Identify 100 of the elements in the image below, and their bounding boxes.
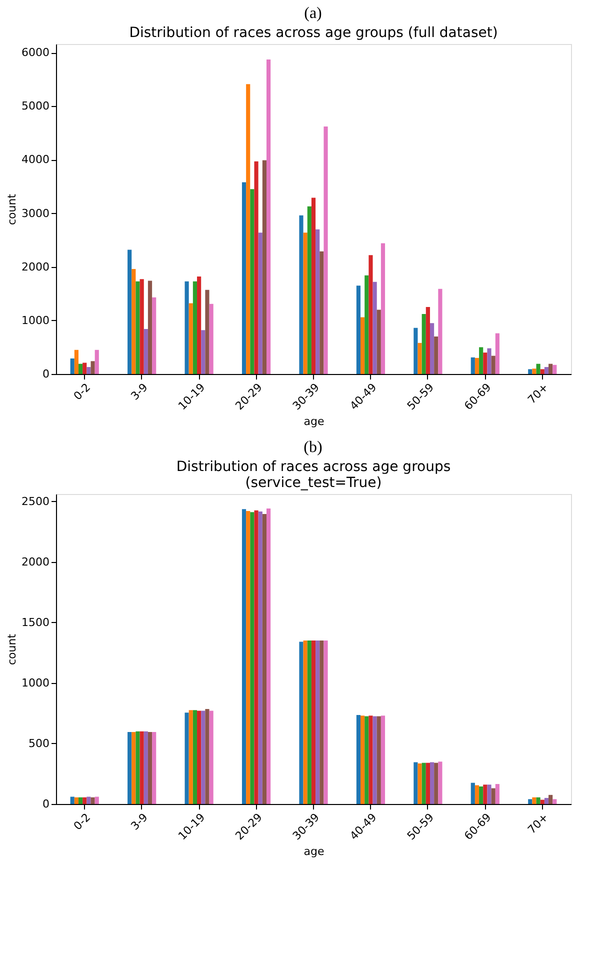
bar: [364, 716, 369, 804]
bar: [246, 84, 250, 374]
x-axis-title: age: [304, 844, 324, 858]
bar: [254, 161, 258, 374]
bar: [74, 350, 78, 374]
bar: [90, 361, 95, 374]
bar: [491, 788, 496, 804]
bar: [192, 710, 198, 804]
y-tick-label: 500: [28, 736, 50, 750]
chart-title: Distribution of races across age groups (service_test=True): [176, 459, 451, 491]
bar: [144, 731, 148, 804]
bar: [94, 796, 99, 804]
bar: [368, 716, 373, 804]
bar: [552, 799, 557, 804]
y-tick-label: 1500: [22, 616, 50, 629]
bar: [380, 243, 386, 374]
bar: [209, 304, 214, 374]
bar: [197, 276, 202, 374]
bar: [528, 799, 532, 804]
bar: [426, 762, 430, 804]
bar: [434, 762, 438, 804]
bar: [320, 640, 324, 804]
bar: [360, 317, 365, 374]
y-axis-title: count: [6, 633, 19, 666]
bar: [188, 710, 193, 804]
y-tick-label: 1000: [22, 314, 50, 327]
bar: [74, 797, 78, 804]
bar: [438, 762, 442, 804]
bar: [254, 510, 258, 804]
bar: [470, 357, 475, 374]
bar: [418, 763, 422, 804]
bar: [307, 640, 312, 804]
bar: [78, 364, 83, 374]
bar: [132, 732, 136, 804]
text: (b): [304, 439, 322, 456]
bar: [372, 282, 377, 374]
bar: [324, 640, 328, 804]
bar: [262, 514, 266, 804]
bar: [316, 229, 320, 374]
bar: [544, 798, 549, 804]
x-tick-label: 3-9: [128, 380, 150, 403]
y-axis-title: count: [6, 193, 19, 226]
bar: [70, 358, 74, 374]
bar: [197, 710, 202, 804]
y-tick-label: 1000: [22, 676, 50, 690]
bar: [201, 710, 206, 804]
x-tick-label: 0-2: [71, 810, 94, 833]
bar: [148, 732, 152, 804]
bar: [140, 279, 144, 374]
bar: [483, 352, 488, 374]
bar: [491, 356, 496, 374]
bar: [299, 215, 304, 374]
bar: [548, 364, 553, 374]
bar: [528, 369, 532, 374]
bar: [316, 640, 320, 804]
bar: [360, 716, 365, 804]
bar: [86, 367, 91, 374]
bar: [376, 310, 381, 374]
bar: [262, 160, 266, 374]
bar: [364, 275, 369, 374]
bar: [479, 347, 484, 374]
y-tick-label: 6000: [22, 46, 50, 60]
x-tick-label: 70+: [525, 810, 551, 836]
bar: [552, 364, 557, 374]
bar: [414, 328, 418, 374]
bar: [422, 314, 426, 374]
y-tick-label: 2500: [22, 494, 50, 508]
bar: [136, 731, 140, 804]
text: (a): [304, 5, 322, 22]
bar: [148, 280, 152, 374]
bar: [242, 509, 246, 804]
bar: [192, 281, 198, 374]
bar: [430, 762, 434, 804]
y-tick-label: 2000: [22, 555, 50, 568]
bar: [152, 297, 156, 374]
bar: [532, 368, 536, 374]
bar: [368, 255, 373, 374]
bar: [266, 60, 271, 374]
bar: [86, 796, 91, 804]
bar: [311, 640, 316, 804]
bar: [532, 797, 536, 804]
bar: [140, 731, 144, 804]
bar: [258, 512, 262, 804]
bar: [258, 232, 262, 374]
x-tick-label: 3-9: [128, 810, 150, 833]
x-tick-label: 0-2: [71, 380, 94, 403]
y-tick-label: 5000: [22, 100, 50, 113]
bar: [152, 732, 156, 804]
bar: [78, 797, 83, 804]
bar: [82, 797, 87, 804]
bar: [144, 329, 148, 374]
bar: [414, 762, 418, 804]
bar: [201, 330, 206, 374]
bar: [536, 797, 540, 804]
bar: [438, 288, 442, 374]
bar: [540, 369, 544, 374]
bar: [132, 269, 136, 374]
bar: [483, 784, 488, 804]
bar: [426, 307, 430, 374]
bar: [205, 290, 210, 374]
